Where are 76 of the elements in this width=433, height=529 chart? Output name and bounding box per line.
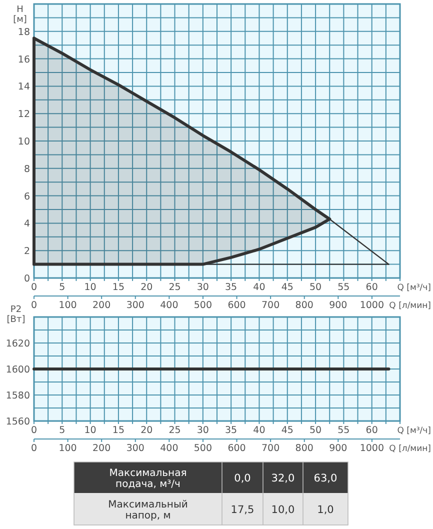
x2-tick-label: 200: [92, 443, 111, 454]
x-tick-label: 45: [281, 282, 294, 293]
x-tick-label: 0: [30, 282, 38, 293]
x-tick-label: 40: [253, 425, 266, 436]
x-tick-label: 45: [281, 425, 294, 436]
x-tick-label: 30: [196, 282, 209, 293]
y-tick-label: 1600: [6, 364, 30, 376]
y-tick-label: 10: [18, 136, 30, 148]
x2-tick-label: 600: [228, 443, 246, 454]
x-tick-label: 55: [338, 282, 350, 293]
y-tick-label: 18: [18, 26, 30, 38]
y-tick-label: 1580: [6, 390, 30, 402]
x-tick-label: 10: [84, 282, 96, 293]
x-tick-label: 35: [225, 282, 238, 293]
x2-tick-label: 900: [329, 300, 348, 311]
x2-tick-label: 100: [58, 443, 77, 454]
text: Максимальный напор, м: [108, 500, 188, 522]
x-tick-label: 15: [112, 425, 125, 436]
y-tick-label: 14: [18, 82, 30, 93]
y-tick-label: 1620: [6, 338, 30, 350]
text: 10,0: [271, 504, 295, 516]
x2-tick-label: 800: [295, 300, 314, 311]
x2-tick-label: 900: [329, 443, 348, 454]
x-axis-title: Q [м³/ч]: [397, 283, 431, 293]
x-tick-label: 20: [140, 425, 153, 436]
y-axis-title: H [м]: [13, 5, 27, 25]
x2-axis-title: Q [л/мин]: [389, 444, 431, 454]
x2-tick-label: 400: [160, 300, 178, 311]
x2-tick-label: 700: [261, 443, 280, 454]
text: 32,0: [271, 472, 295, 484]
x-tick-label: 35: [225, 425, 238, 436]
x2-tick-label: 300: [126, 443, 144, 454]
x-tick-label: 60: [366, 282, 378, 293]
x2-tick-label: 1000: [360, 300, 384, 311]
text: 63,0: [314, 472, 338, 484]
x2-tick-label: 0: [30, 443, 38, 454]
text: 0,0: [234, 472, 251, 484]
x2-tick-label: 700: [261, 300, 280, 311]
x-tick-label: 50: [309, 425, 322, 436]
x-tick-label: 10: [84, 425, 96, 436]
x2-tick-label: 800: [295, 443, 314, 454]
x2-tick-label: 100: [58, 300, 77, 311]
y-tick-label: 4: [24, 218, 30, 230]
x-tick-label: 0: [30, 425, 38, 436]
x-tick-label: 25: [168, 282, 181, 293]
text: 1,0: [317, 504, 334, 516]
x-tick-label: 50: [309, 282, 322, 293]
y-tick-label: 16: [18, 54, 30, 66]
x2-tick-label: 600: [228, 300, 246, 311]
x2-tick-label: 500: [194, 443, 212, 454]
x-axis-title: Q [м³/ч]: [397, 426, 431, 436]
y-tick-label: 12: [18, 109, 30, 120]
y-tick-label: 6: [24, 191, 30, 202]
y-tick-label: 2: [24, 246, 30, 258]
x-tick-label: 25: [168, 425, 181, 436]
x-tick-label: 30: [196, 425, 209, 436]
x-tick-label: 5: [59, 425, 66, 436]
x2-tick-label: 500: [194, 300, 212, 311]
x2-tick-label: 0: [30, 300, 38, 311]
x-tick-label: 15: [112, 282, 125, 293]
x2-tick-label: 300: [126, 300, 144, 311]
x-tick-label: 20: [140, 282, 153, 293]
y-axis-title: P2 [Вт]: [6, 305, 26, 325]
y-tick-label: 0: [24, 274, 30, 284]
x-tick-label: 55: [338, 425, 350, 436]
text: 17,5: [230, 504, 254, 516]
x2-tick-label: 1000: [360, 443, 384, 454]
x2-axis-title: Q [л/мин]: [389, 301, 431, 311]
x-tick-label: 5: [59, 282, 66, 293]
x2-tick-label: 400: [160, 443, 178, 454]
text: Максимальная подача, м³/ч: [109, 468, 187, 490]
y-tick-label: 1560: [6, 416, 30, 428]
x2-tick-label: 200: [92, 300, 111, 311]
x-tick-label: 40: [253, 282, 266, 293]
y-tick-label: 8: [24, 164, 30, 175]
x-tick-label: 60: [366, 425, 378, 436]
